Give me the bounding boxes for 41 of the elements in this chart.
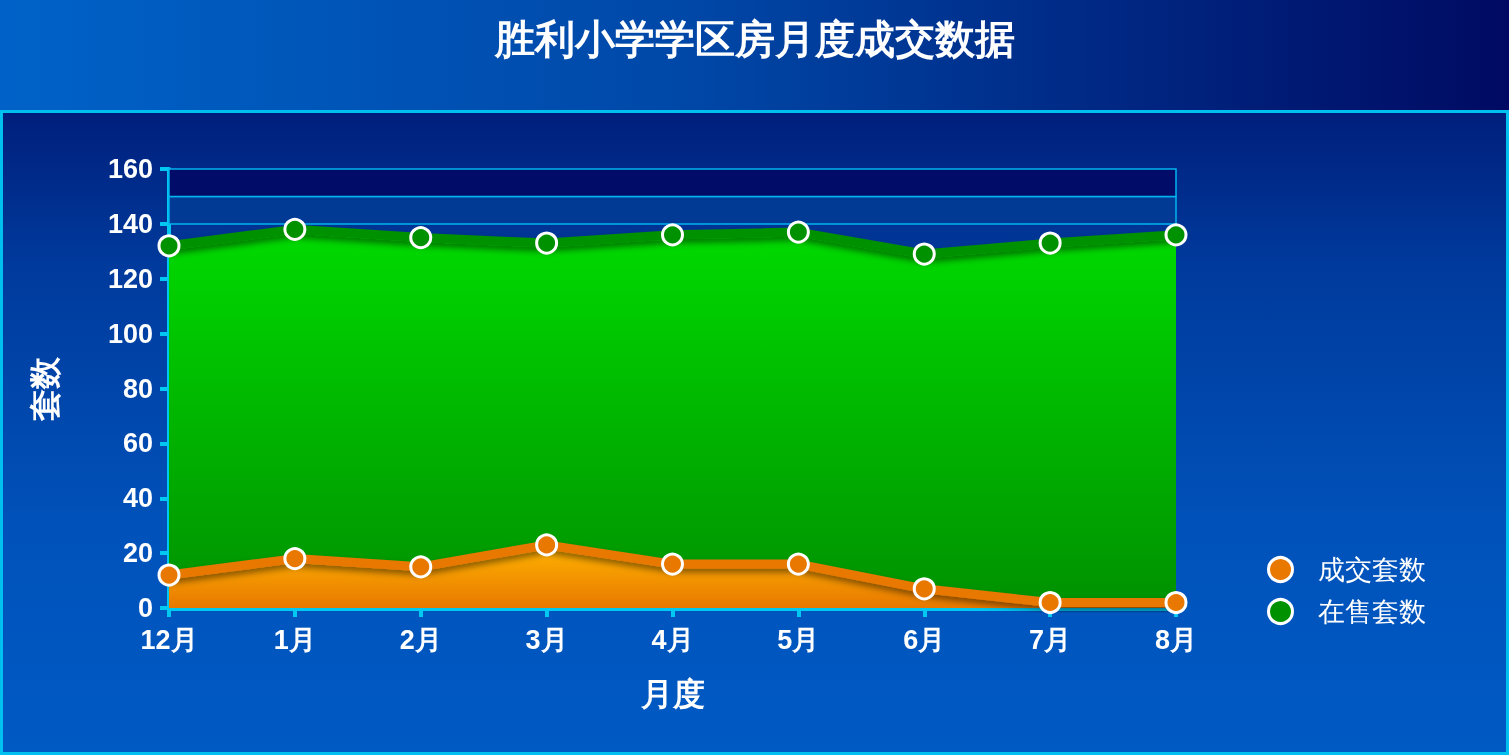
x-tick-label: 3月: [525, 624, 568, 655]
point: [786, 552, 810, 576]
y-tick-label: 20: [122, 538, 153, 569]
x-axis-title: 月度: [639, 676, 705, 712]
x-tick-label: 7月: [1029, 624, 1072, 655]
y-tick-label: 100: [107, 318, 153, 349]
legend-label: 成交套数: [1317, 554, 1426, 585]
point: [912, 242, 936, 266]
point: [157, 563, 181, 587]
x-tick-label: 4月: [651, 624, 694, 655]
chart-title: 胜利小学学区房月度成交数据: [493, 16, 1015, 62]
y-tick-label: 80: [122, 373, 153, 404]
point: [409, 226, 433, 250]
point: [535, 231, 559, 255]
legend-label: 在售套数: [1317, 596, 1426, 627]
x-tick-label: 2月: [399, 624, 442, 655]
point: [283, 547, 307, 571]
y-tick-label: 120: [107, 263, 153, 294]
y-tick-label: 160: [107, 154, 153, 184]
point: [535, 533, 559, 557]
x-tick-label: 12月: [140, 624, 198, 655]
x-tick-label: 8月: [1154, 624, 1198, 655]
y-axis-title: 套数: [27, 355, 63, 422]
point: [1038, 591, 1062, 615]
point: [1164, 223, 1188, 247]
y-tick-label: 60: [122, 428, 153, 459]
point: [409, 555, 433, 579]
x-tick-label: 1月: [273, 624, 316, 655]
y-tick-label: 140: [107, 208, 153, 239]
y-tick-label: 0: [137, 593, 153, 623]
point: [912, 577, 936, 601]
point: [1164, 591, 1188, 615]
x-tick-label: 5月: [777, 624, 820, 655]
point: [283, 217, 307, 241]
point: [661, 552, 684, 576]
point: [661, 223, 684, 247]
point: [786, 220, 810, 244]
y-tick-label: 40: [122, 483, 153, 514]
point: [1038, 231, 1062, 255]
point: [157, 234, 181, 258]
x-tick-label: 6月: [903, 624, 946, 655]
